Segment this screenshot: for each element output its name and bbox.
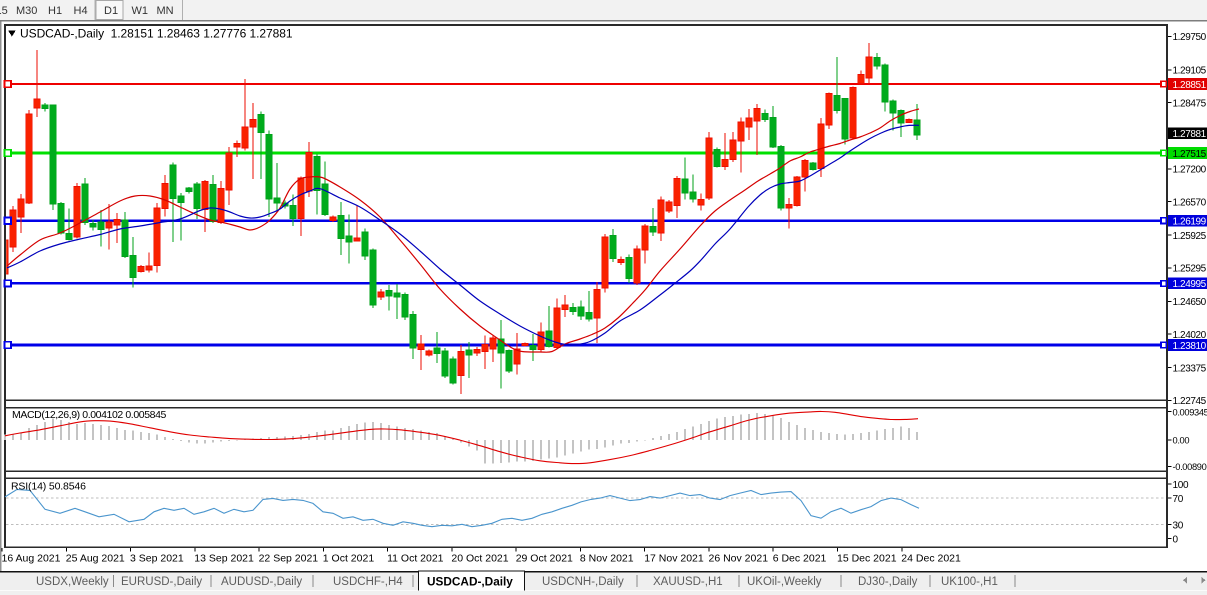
svg-text:100: 100 <box>1173 480 1190 491</box>
svg-text:29 Oct 2021: 29 Oct 2021 <box>516 553 573 565</box>
svg-text:USDCNH-,Daily: USDCNH-,Daily <box>542 576 624 588</box>
svg-text:1 Oct 2021: 1 Oct 2021 <box>323 553 375 565</box>
svg-text:D1: D1 <box>104 5 118 17</box>
svg-text:RSI(14) 50.8546: RSI(14) 50.8546 <box>11 481 86 493</box>
svg-text:1.26570: 1.26570 <box>1173 197 1207 208</box>
svg-text:8 Nov 2021: 8 Nov 2021 <box>580 553 634 565</box>
svg-text:EURUSD-,Daily: EURUSD-,Daily <box>121 576 202 588</box>
svg-text:1.24020: 1.24020 <box>1173 330 1207 341</box>
svg-text:AUDUSD-,Daily: AUDUSD-,Daily <box>221 576 302 588</box>
svg-text:1.25295: 1.25295 <box>1173 264 1207 275</box>
svg-text:0.009345: 0.009345 <box>1173 407 1207 417</box>
svg-text:1.28475: 1.28475 <box>1173 98 1207 109</box>
svg-text:H4: H4 <box>74 5 88 17</box>
svg-text:UKOil-,Weekly: UKOil-,Weekly <box>747 576 822 588</box>
svg-text:16 Aug 2021: 16 Aug 2021 <box>2 553 61 565</box>
svg-text:70: 70 <box>1173 494 1184 505</box>
svg-text:H1: H1 <box>48 5 62 17</box>
svg-text:25 Aug 2021: 25 Aug 2021 <box>66 553 125 565</box>
svg-text:W1: W1 <box>132 5 149 17</box>
svg-text:MACD(12,26,9) 0.004102 0.00584: MACD(12,26,9) 0.004102 0.005845 <box>12 409 167 421</box>
svg-text:3 Sep 2021: 3 Sep 2021 <box>130 553 184 565</box>
svg-text:1.27515: 1.27515 <box>1173 149 1207 160</box>
svg-text:0.00: 0.00 <box>1173 436 1190 446</box>
svg-text:1.23810: 1.23810 <box>1173 341 1207 352</box>
svg-text:1.22745: 1.22745 <box>1173 396 1207 407</box>
svg-text:1.29105: 1.29105 <box>1173 66 1207 77</box>
svg-text:1.28851: 1.28851 <box>1173 80 1207 91</box>
svg-text:1.23375: 1.23375 <box>1173 363 1207 374</box>
svg-text:15: 15 <box>0 5 8 17</box>
svg-text:USDX,Weekly: USDX,Weekly <box>36 576 109 588</box>
svg-text:1.24995: 1.24995 <box>1173 279 1207 290</box>
svg-text:13 Sep 2021: 13 Sep 2021 <box>194 553 254 565</box>
svg-text:USDCHF-,H4: USDCHF-,H4 <box>333 576 403 588</box>
svg-text:1.29750: 1.29750 <box>1173 32 1207 43</box>
svg-text:15 Dec 2021: 15 Dec 2021 <box>837 553 897 565</box>
svg-text:20 Oct 2021: 20 Oct 2021 <box>451 553 508 565</box>
svg-text:26 Nov 2021: 26 Nov 2021 <box>709 553 769 565</box>
svg-text:30: 30 <box>1173 520 1184 531</box>
svg-text:XAUUSD-,H1: XAUUSD-,H1 <box>653 576 723 588</box>
svg-text:1.26199: 1.26199 <box>1173 217 1207 228</box>
svg-text:24 Dec 2021: 24 Dec 2021 <box>901 553 961 565</box>
svg-text:MN: MN <box>157 5 174 17</box>
svg-text:6 Dec 2021: 6 Dec 2021 <box>773 553 827 565</box>
svg-text:0: 0 <box>1173 534 1179 545</box>
svg-text:17 Nov 2021: 17 Nov 2021 <box>644 553 704 565</box>
svg-text:22 Sep 2021: 22 Sep 2021 <box>259 553 319 565</box>
svg-text:USDCAD-,Daily: USDCAD-,Daily <box>427 574 513 588</box>
svg-text:1.25925: 1.25925 <box>1173 231 1207 242</box>
svg-text:1.27200: 1.27200 <box>1173 165 1207 176</box>
svg-text:M30: M30 <box>16 5 37 17</box>
svg-text:UK100-,H1: UK100-,H1 <box>941 576 998 588</box>
svg-text:11 Oct 2021: 11 Oct 2021 <box>387 553 444 565</box>
svg-text:DJ30-,Daily: DJ30-,Daily <box>858 576 918 588</box>
svg-text:1.27881: 1.27881 <box>1173 129 1207 140</box>
svg-text:USDCAD-,Daily 1.28151 1.28463: USDCAD-,Daily 1.28151 1.28463 1.27776 1.… <box>20 27 293 41</box>
svg-text:1.24650: 1.24650 <box>1173 297 1207 308</box>
svg-text:-0.00890: -0.00890 <box>1173 462 1207 472</box>
